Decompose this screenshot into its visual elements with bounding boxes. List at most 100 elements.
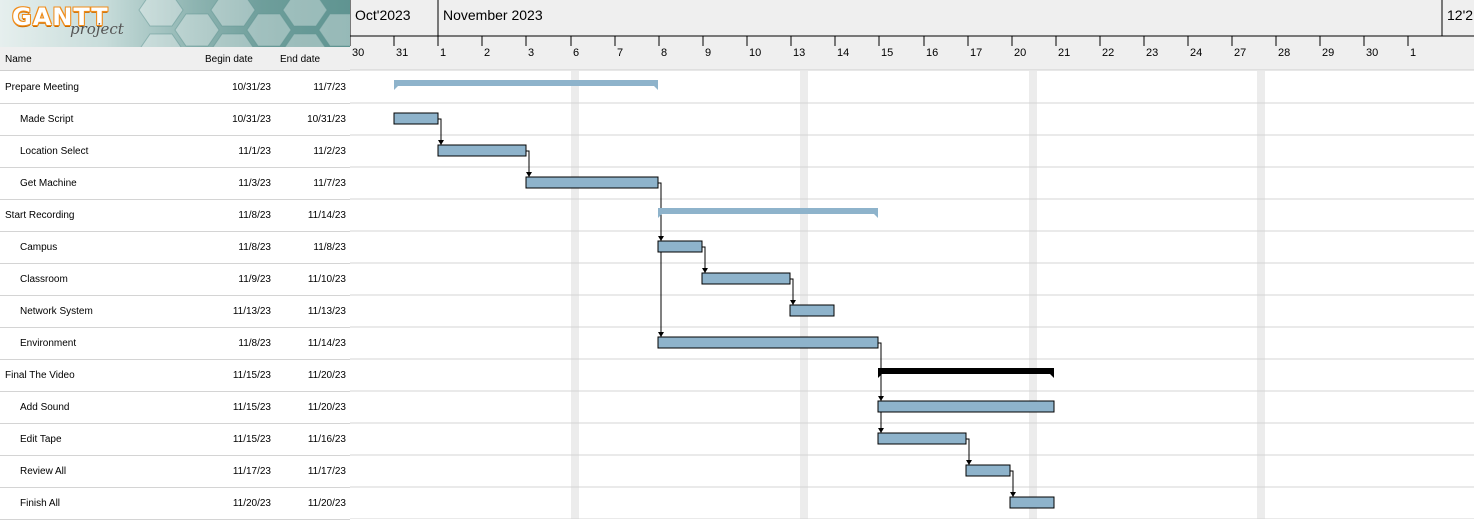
task-bar[interactable] [965,464,1011,477]
day-label: 22 [1102,47,1114,59]
task-name[interactable]: Network System [20,306,93,317]
arrowhead-icon [1010,492,1016,497]
month-label: November 2023 [443,7,543,23]
task-begin-date[interactable]: 11/15/23 [232,434,271,445]
arrowhead-icon [702,268,708,273]
task-begin-date[interactable]: 11/15/23 [232,370,271,381]
day-label: 8 [661,47,667,59]
task-begin-date[interactable]: 11/1/23 [238,146,271,157]
task-begin-date[interactable]: 10/31/23 [232,82,271,93]
table-row[interactable]: Review All 11/17/23 11/17/23 [0,455,350,488]
day-label: 28 [1278,47,1290,59]
day-label: 27 [1234,47,1246,59]
task-end-date[interactable]: 11/14/23 [307,338,346,349]
day-label: 29 [1322,47,1334,59]
task-name[interactable]: Start Recording [5,210,75,221]
day-label: 6 [573,47,579,59]
table-row[interactable]: Edit Tape 11/15/23 11/16/23 [0,423,350,456]
table-row[interactable]: Environment 11/8/23 11/14/23 [0,327,350,360]
table-row[interactable]: Final The Video 11/15/23 11/20/23 [0,359,350,392]
task-begin-date[interactable]: 11/13/23 [232,306,271,317]
table-row[interactable]: Start Recording 11/8/23 11/14/23 [0,199,350,232]
day-label: 16 [926,47,938,59]
day-label: 14 [837,47,849,59]
summary-bar[interactable] [658,208,878,218]
task-end-date[interactable]: 11/2/23 [313,146,346,157]
task-name[interactable]: Environment [20,338,77,349]
table-row[interactable]: Add Sound 11/15/23 11/20/23 [0,391,350,424]
task-name[interactable]: Review All [20,466,67,477]
column-header-begin-date[interactable]: Begin date [205,54,253,65]
summary-bar[interactable] [878,368,1054,378]
table-row[interactable]: Get Machine 11/3/23 11/7/23 [0,167,350,200]
ganttproject-logo: GANTT project [0,0,350,47]
task-bar[interactable] [701,272,791,285]
task-name[interactable]: Classroom [20,274,68,285]
dependency-arrow [1010,470,1014,497]
task-end-date[interactable]: 11/7/23 [313,178,346,189]
day-label: 20 [1014,47,1026,59]
task-name[interactable]: Campus [20,242,58,253]
dependency-arrow [790,278,794,305]
day-label: 1 [1410,47,1416,59]
task-begin-date[interactable]: 11/20/23 [232,498,271,509]
task-end-date[interactable]: 11/7/23 [313,82,346,93]
task-end-date[interactable]: 10/31/23 [307,114,346,125]
task-bar[interactable] [657,240,703,253]
table-row[interactable]: Classroom 11/9/23 11/10/23 [0,263,350,296]
task-name[interactable]: Location Select [20,146,89,157]
arrowhead-icon [526,172,532,177]
task-end-date[interactable]: 11/20/23 [307,498,346,509]
task-begin-date[interactable]: 11/8/23 [238,242,271,253]
table-row[interactable]: Network System 11/13/23 11/13/23 [0,295,350,328]
task-name[interactable]: Final The Video [5,370,75,381]
table-row[interactable]: Location Select 11/1/23 11/2/23 [0,135,350,168]
task-end-date[interactable]: 11/10/23 [307,274,346,285]
task-end-date[interactable]: 11/13/23 [307,306,346,317]
task-begin-date[interactable]: 11/3/23 [238,178,271,189]
day-label: 1 [440,47,446,59]
task-end-date[interactable]: 11/17/23 [307,466,346,477]
arrowhead-icon [966,460,972,465]
table-row[interactable]: Made Script 10/31/23 10/31/23 [0,103,350,136]
day-label: 30 [1366,47,1378,59]
task-bar[interactable] [657,336,879,349]
task-end-date[interactable]: 11/20/23 [307,370,346,381]
task-begin-date[interactable]: 11/8/23 [238,338,271,349]
task-begin-date[interactable]: 11/17/23 [232,466,271,477]
gantt-chart[interactable]: Oct'2023 November 2023 12'2 30 31 1 2 3 6 7 8 9 10 13… [350,0,1474,519]
task-bar[interactable] [789,304,835,317]
task-name[interactable]: Edit Tape [20,434,62,445]
task-end-date[interactable]: 11/20/23 [307,402,346,413]
day-label: 30 [352,47,364,59]
task-begin-date[interactable]: 11/9/23 [238,274,271,285]
task-end-date[interactable]: 11/16/23 [307,434,346,445]
task-name[interactable]: Get Machine [20,178,77,189]
day-label: 31 [396,47,408,59]
task-bar[interactable] [525,176,659,189]
gantt-canvas[interactable]: Oct'2023 November 2023 12'230 31 1 2 3 6 7 8 9 10 13… [350,0,1474,519]
summary-bar[interactable] [394,80,658,90]
task-bar[interactable] [877,400,1055,413]
task-begin-date[interactable]: 10/31/23 [232,114,271,125]
table-row[interactable]: Prepare Meeting 10/31/23 11/7/23 [0,71,350,104]
task-name[interactable]: Add Sound [20,402,70,413]
task-end-date[interactable]: 11/8/23 [313,242,346,253]
task-bar[interactable] [437,144,527,157]
arrowhead-icon [790,300,796,305]
task-begin-date[interactable]: 11/8/23 [238,210,271,221]
task-name[interactable]: Made Script [20,114,74,125]
day-label: 9 [705,47,711,59]
table-row[interactable]: Finish All 11/20/23 11/20/23 [0,487,350,520]
column-header-name[interactable]: Name [5,54,32,65]
task-begin-date[interactable]: 11/15/23 [232,402,271,413]
dependency-arrow [966,438,970,465]
task-bar[interactable] [877,432,967,445]
column-header-end-date[interactable]: End date [280,54,321,65]
task-bar[interactable] [393,112,439,125]
task-name[interactable]: Prepare Meeting [5,82,79,93]
task-bar[interactable] [1009,496,1055,509]
task-name[interactable]: Finish All [20,498,61,509]
task-end-date[interactable]: 11/14/23 [307,210,346,221]
table-row[interactable]: Campus 11/8/23 11/8/23 [0,231,350,264]
